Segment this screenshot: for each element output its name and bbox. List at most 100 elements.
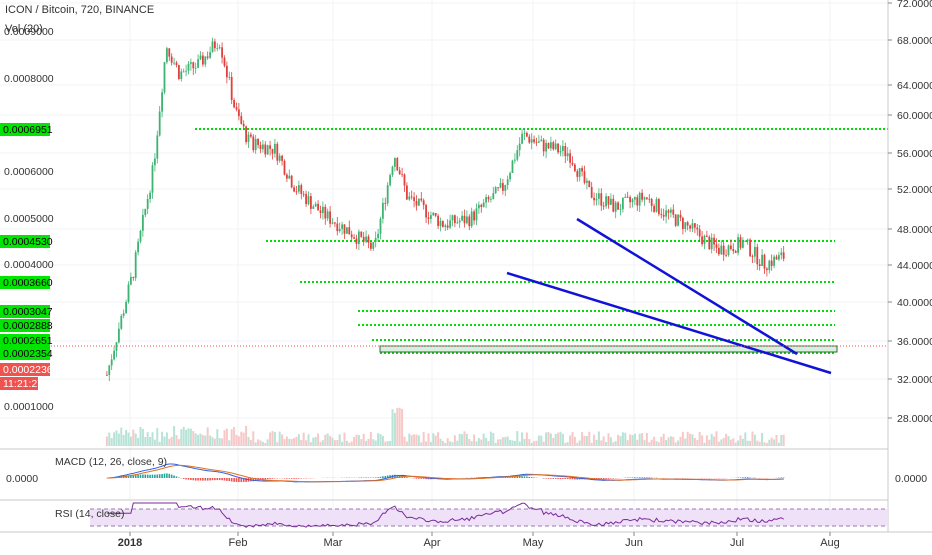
volume-bar (336, 440, 338, 446)
macd-hist-bar (375, 477, 377, 478)
candle-body (576, 171, 578, 177)
candle-body (132, 277, 134, 278)
candle-body (768, 261, 770, 270)
volume-bar (341, 442, 343, 446)
volume-bar (173, 426, 175, 446)
volume-bar (627, 440, 629, 446)
candle-body (550, 142, 552, 148)
volume-bar (125, 430, 127, 446)
candle-body (368, 237, 370, 243)
candle-body (228, 77, 230, 78)
volume-bar (675, 442, 677, 446)
volume-bar (132, 430, 134, 446)
volume-bar (475, 441, 477, 446)
candle-body (644, 197, 646, 199)
macd-hist-bar (197, 478, 199, 481)
candle-body (711, 238, 713, 249)
volume-bar (672, 437, 674, 446)
candle-body (231, 77, 233, 100)
volume-bar (197, 435, 199, 446)
macd-hist-bar (207, 478, 209, 481)
volume-bar (478, 438, 480, 446)
volume-bar (466, 434, 468, 446)
candle-body (370, 243, 372, 249)
volume-bar (540, 436, 542, 446)
volume-bar (775, 435, 777, 446)
volume-bar (749, 441, 751, 446)
candle-body (423, 200, 425, 205)
candle-body (288, 176, 290, 179)
candle-body (339, 229, 341, 231)
volume-bar (305, 440, 307, 446)
volume-bar (154, 440, 156, 446)
candle-body (543, 140, 545, 152)
macd-legend: MACD (12, 26, close, 9) (55, 456, 167, 468)
candle-body (689, 225, 691, 228)
volume-bar (295, 437, 297, 446)
volume-bar (427, 433, 429, 446)
volume-bar (490, 432, 492, 446)
candle-body (178, 65, 180, 79)
volume-bar (610, 437, 612, 446)
candle-body (454, 215, 456, 223)
volume-bar (135, 434, 137, 446)
volume-bar (250, 440, 252, 446)
volume-bar (622, 432, 624, 446)
volume-bar (783, 435, 785, 446)
volume-bar (339, 434, 341, 446)
candle-body (526, 133, 528, 137)
candle-body (531, 139, 533, 142)
volume-bar (516, 431, 518, 446)
rsi-pane[interactable] (90, 503, 888, 527)
volume-bar (735, 443, 737, 446)
main-pane[interactable] (0, 0, 888, 449)
candle-body (264, 144, 266, 154)
volume-bar (322, 440, 324, 446)
macd-hist-bar (420, 478, 422, 479)
candle-body (725, 255, 727, 256)
candle-body (778, 255, 780, 259)
volume-bar (274, 432, 276, 446)
candle-body (320, 210, 322, 213)
volume-bar (175, 435, 177, 446)
candle-body (495, 187, 497, 193)
volume-bar (358, 435, 360, 446)
candle-body (255, 139, 257, 150)
macd-hist-bar (646, 477, 648, 478)
candle-body (375, 238, 377, 242)
candle-body (240, 116, 242, 124)
volume-bar (473, 434, 475, 446)
macd-hist-bar (156, 475, 158, 478)
macd-pane[interactable] (107, 464, 785, 482)
candle-body (120, 316, 122, 329)
volume-bar (684, 439, 686, 446)
volume-bar (327, 434, 329, 446)
macd-axis-label: 0.0000 (6, 473, 38, 485)
candle-body (742, 242, 744, 248)
candle-body (509, 173, 511, 179)
volume-bar (732, 438, 734, 446)
candle-body (197, 59, 199, 68)
volume-bar (766, 443, 768, 446)
volume-bar (367, 439, 369, 446)
volume-bar (396, 408, 398, 446)
macd-hist-bar (555, 478, 557, 479)
volume-bar (315, 437, 317, 446)
volume-bar (605, 442, 607, 446)
volume-bar (226, 429, 228, 446)
macd-hist-bar (298, 478, 300, 479)
support-zone-box[interactable] (380, 346, 837, 352)
candle-body (418, 199, 420, 206)
candle-body (207, 56, 209, 57)
macd-hist-bar (161, 474, 163, 478)
candle-body (737, 237, 739, 253)
volume-bar (636, 440, 638, 446)
volume-bar (334, 440, 336, 446)
candle-body (752, 256, 754, 257)
volume-bar (363, 434, 365, 446)
macd-hist-bar (562, 478, 564, 479)
candle-body (257, 139, 259, 145)
volume-bar (588, 432, 590, 446)
candle-body (442, 221, 444, 227)
